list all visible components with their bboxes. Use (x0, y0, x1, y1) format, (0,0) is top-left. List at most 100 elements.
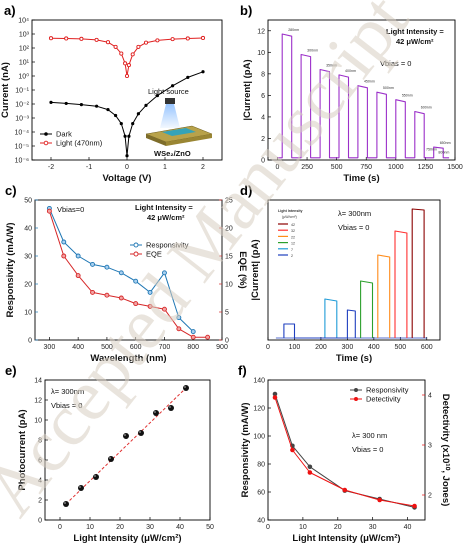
f-y-tick-label: 80 (257, 462, 265, 469)
b-data-label: 280nm (288, 28, 299, 32)
a-dark-point (171, 84, 175, 88)
c-y2-tick-label: 25 (225, 198, 233, 205)
c-series-point (147, 289, 153, 295)
b-data-label: 650nm (440, 141, 451, 145)
f-x-tick-label: 30 (369, 524, 377, 531)
d-x-tick-label: 200 (315, 344, 327, 351)
b-data-label: 550nm (402, 94, 413, 98)
f-y-tick-label: 140 (253, 378, 265, 385)
b-series-line (277, 33, 450, 159)
d-legend-label: 12 (291, 242, 295, 246)
a-y-tick-label: 10⁻¹ (15, 88, 29, 95)
c-xlabel: Wavelength (nm) (90, 353, 166, 364)
c-series-point (61, 253, 67, 259)
c-annotation-intensity: Light Intensity = (135, 203, 193, 212)
e-annotation-bias: Vbias = 0 (51, 401, 82, 410)
a-inset-material: WSe₂/ZnO (154, 149, 191, 158)
panel-label-f: f) (238, 363, 247, 378)
a-inset-substrate-side (146, 134, 166, 146)
e-data-point-highlight (154, 411, 156, 413)
plot-frame (267, 379, 426, 521)
e-x-tick-label: 40 (176, 524, 184, 531)
e-y-tick-label: 4 (38, 478, 42, 485)
a-dark-point (125, 154, 129, 158)
f-legend-label: Responsivity (366, 386, 409, 395)
a-x-tick-label: -2 (48, 164, 54, 171)
c-annotation-bias: Vbias=0 (57, 205, 84, 214)
a-light-point (185, 36, 190, 41)
f-annotation-wavelength: λ= 300 nm (352, 431, 387, 440)
e-data-point-highlight (139, 431, 141, 433)
c-y2-tick-label: 0 (225, 338, 229, 345)
b-annotation-intensity-value: 42 μW/cm² (396, 37, 434, 46)
d-ylabel: |Current| (pA) (250, 239, 261, 300)
e-data-point (123, 433, 129, 439)
a-light-point (170, 37, 175, 42)
f-x-tick-label: 10 (299, 524, 307, 531)
c-y-tick-label: 40 (24, 226, 32, 233)
b-xlabel: Time (s) (343, 173, 379, 184)
panel-f: f) 0 10 20 30 40 40 60 80 100 120 140 2 3 4 Light Inten… (238, 363, 451, 544)
b-annotation-bias: Vbias = 0 (380, 59, 411, 68)
a-light-point (79, 36, 84, 41)
e-data-point (108, 456, 114, 462)
c-y-tick-label: 50 (24, 198, 32, 205)
e-y-tick-label: 0 (38, 518, 42, 525)
b-data-label: 800nm (438, 151, 449, 155)
a-dark-point (79, 103, 83, 107)
b-data-label: 300nm (307, 48, 318, 52)
d-series-line (394, 230, 408, 338)
e-xlabel: Light Intensity (μW/cm²) (73, 533, 181, 544)
e-y-tick-label: 2 (38, 498, 42, 505)
e-data-point-highlight (124, 434, 126, 436)
b-data-label: 500nm (383, 86, 394, 90)
b-x-tick-label: 500 (331, 164, 343, 171)
c-series-point (205, 334, 211, 340)
e-y-tick-label: 8 (38, 438, 42, 445)
c-ylabel-right: EQE (%) (237, 251, 248, 288)
e-data-point (78, 485, 84, 491)
c-ylabel: Responsivity (mA/W) (5, 222, 16, 317)
c-legend-label: EQE (146, 250, 162, 259)
c-x-tick-label: 600 (130, 344, 142, 351)
a-y-tick-label: 10³ (19, 32, 30, 39)
panel-b: b) 0 250 500 750 1000 1250 1500 0 2 4 6 8 10 12 Time (s… (240, 3, 463, 184)
b-x-tick-label: 750 (360, 164, 372, 171)
c-series-point (118, 295, 124, 301)
c-x-tick-label: 900 (216, 344, 228, 351)
a-dark-point (201, 70, 205, 74)
a-y-tick-label: 10¹ (19, 60, 30, 67)
c-series-point (176, 315, 182, 321)
c-series-point (133, 278, 139, 284)
plot-frame (267, 19, 456, 161)
b-x-tick-label: 0 (276, 164, 280, 171)
c-series-point (147, 303, 153, 309)
a-x-tick-label: -1 (86, 164, 92, 171)
c-legend-label: Responsivity (146, 241, 189, 250)
panel-d: d) 0 100 200 300 400 500 600 Time (s) |Current| (… (240, 183, 441, 364)
f-series-point (272, 391, 278, 397)
b-x-tick-label: 1250 (418, 164, 434, 171)
f-y-tick-label: 60 (257, 490, 265, 497)
b-data-label: 750nm (426, 147, 437, 151)
a-legend-label: Light (470nm) (56, 139, 103, 148)
c-series-point (176, 326, 182, 332)
c-legend-marker (133, 242, 139, 248)
e-data-point-highlight (109, 457, 111, 459)
e-y-tick-label: 10 (34, 418, 42, 425)
e-x-tick-label: 10 (86, 524, 94, 531)
a-series-line (50, 37, 204, 77)
e-x-tick-label: 30 (146, 524, 154, 531)
e-data-point-highlight (94, 475, 96, 477)
panel-label-a: a) (4, 3, 16, 18)
a-inset-beam (160, 104, 180, 128)
a-light-point (123, 61, 128, 66)
d-x-tick-label: 300 (342, 344, 354, 351)
c-series-point (190, 334, 196, 340)
a-y-tick-label: 10⁻² (15, 102, 29, 109)
c-y2-tick-label: 15 (225, 254, 233, 261)
f-legend-marker (354, 388, 358, 392)
a-dark-point (136, 112, 140, 116)
f-x-tick-label: 40 (404, 524, 412, 531)
f-y-tick-label: 40 (257, 518, 265, 525)
